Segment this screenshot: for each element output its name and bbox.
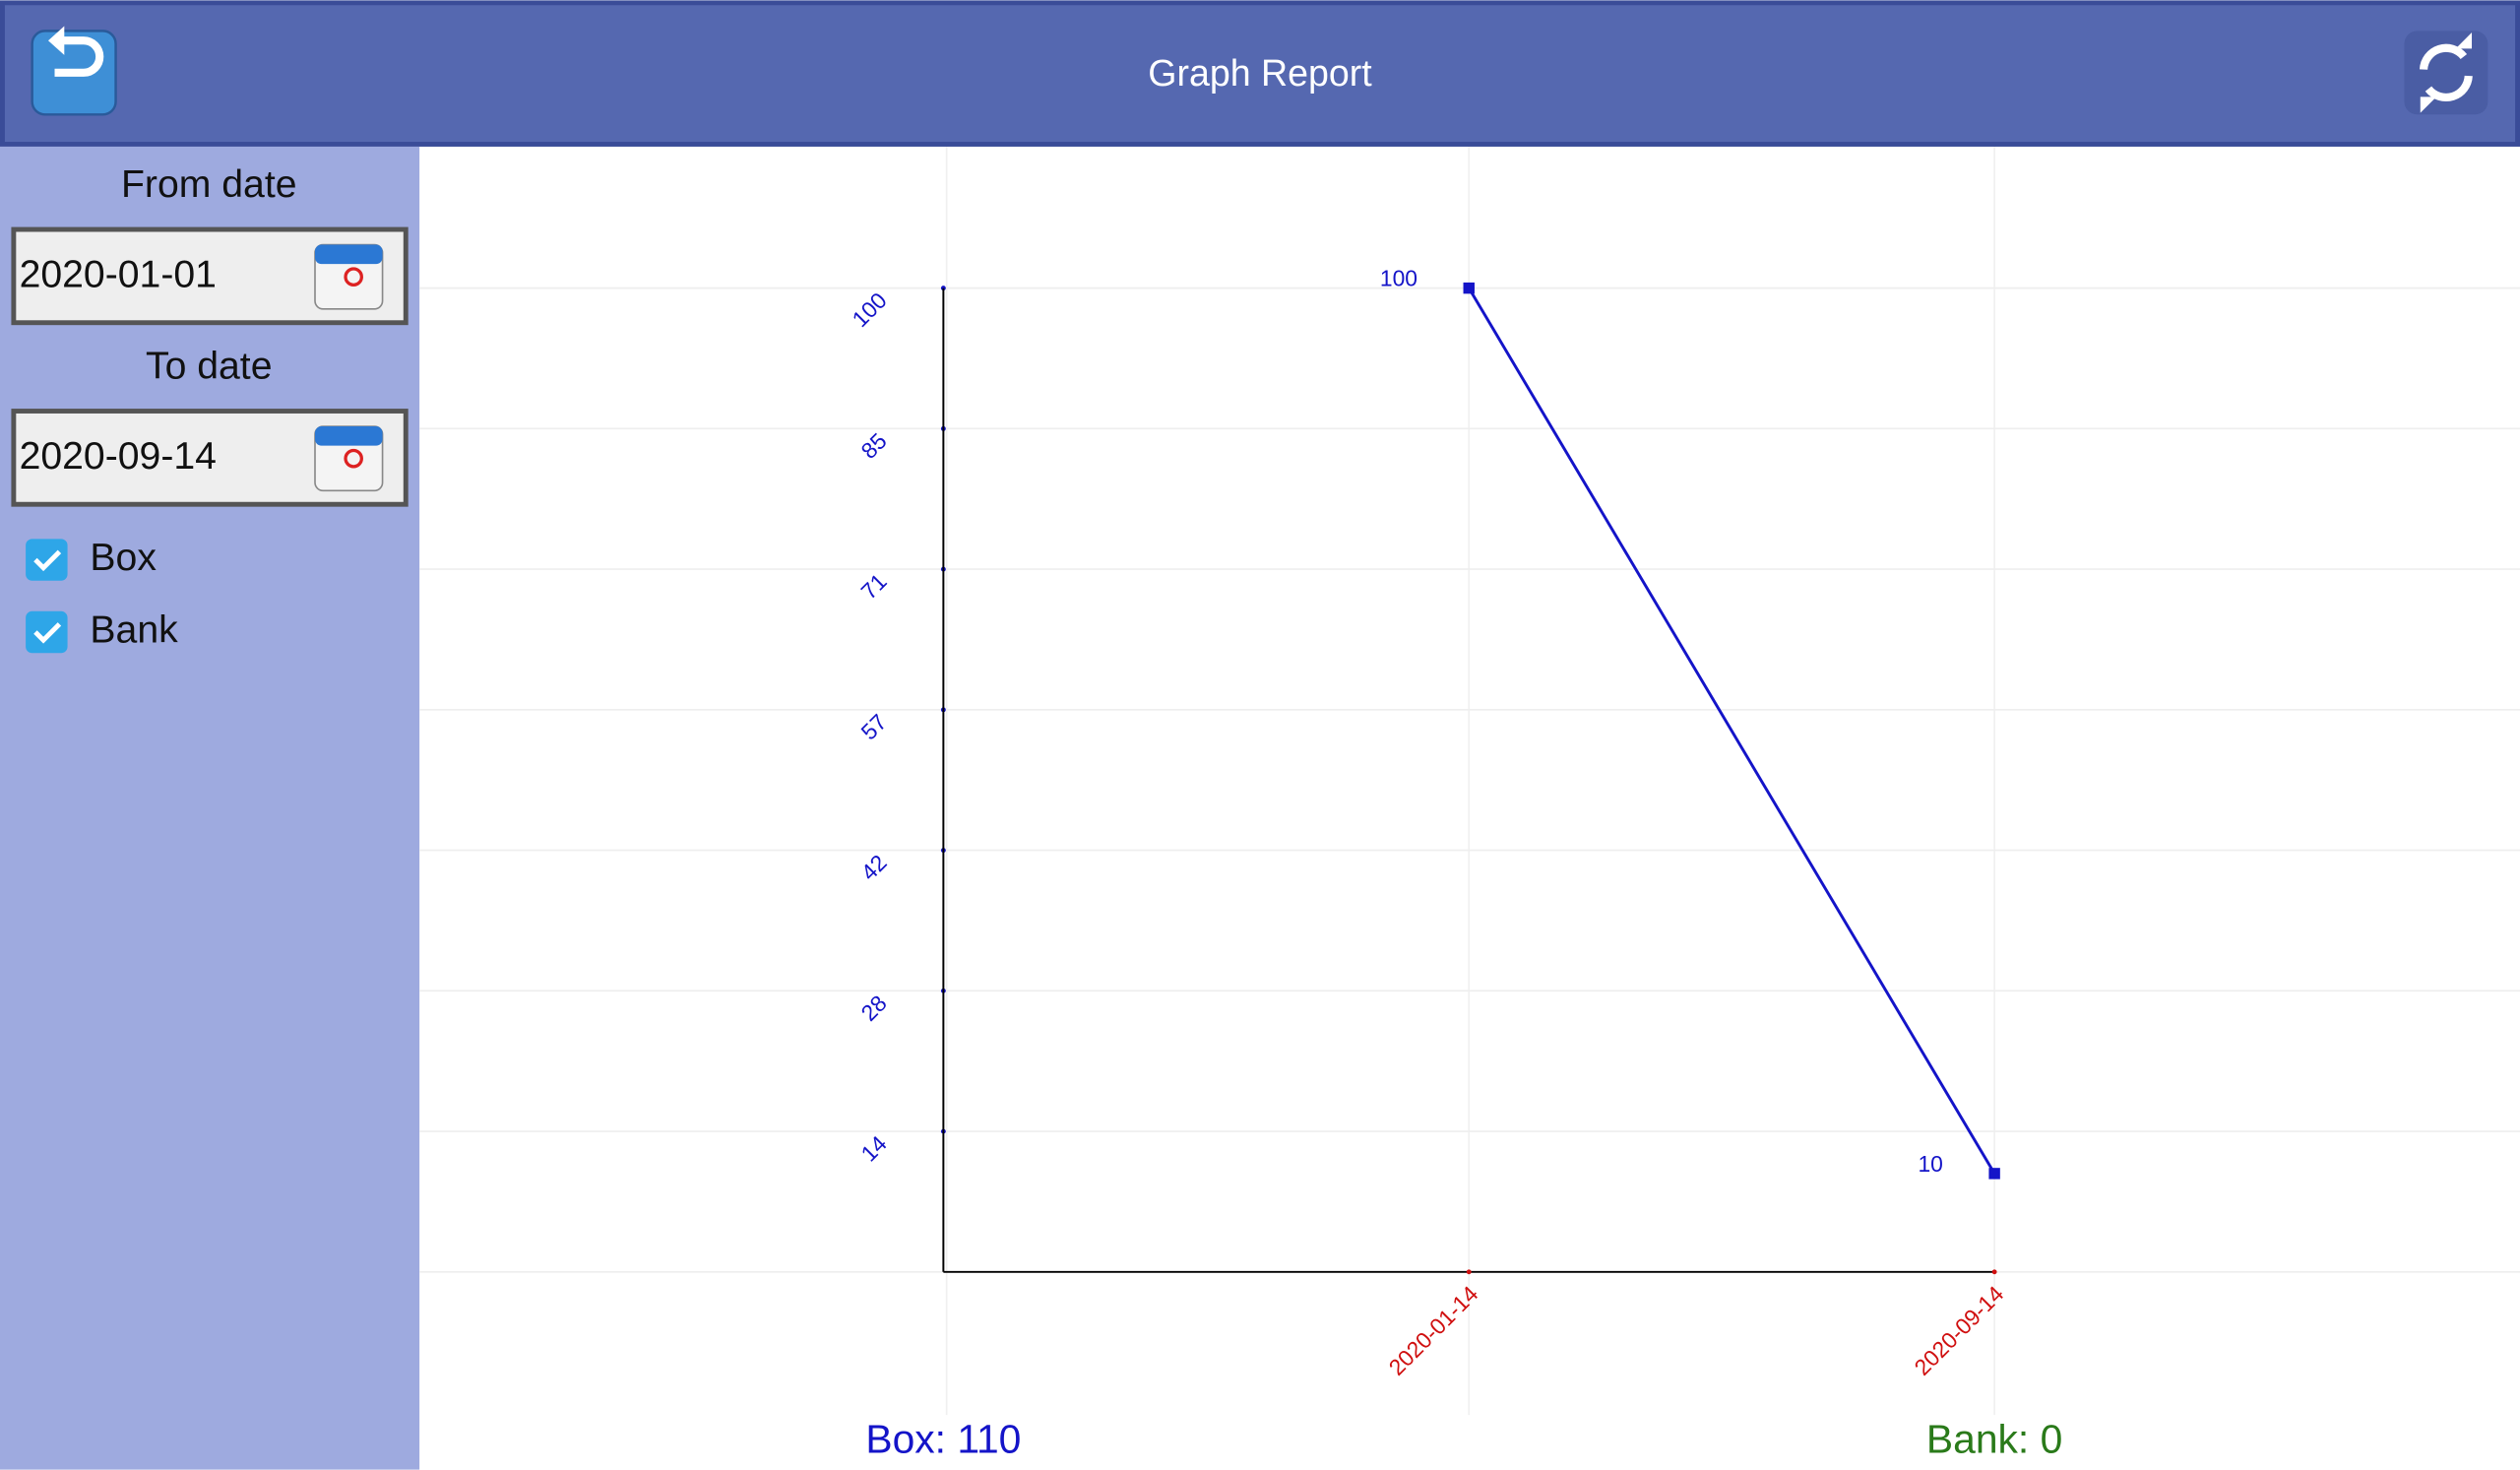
to-input[interactable]: 2020-09-14: [11, 409, 409, 507]
header-title: Graph Report: [1148, 52, 1372, 94]
header-bar: [0, 0, 2520, 147]
back-button[interactable]: [31, 26, 117, 116]
from-label: From date: [121, 163, 297, 206]
from-value: 2020-01-01: [20, 254, 217, 296]
checkmark: [33, 549, 62, 572]
x-tick-mark: [1466, 1269, 1472, 1275]
checkbox[interactable]: [26, 539, 68, 581]
data-label: 100: [1380, 265, 1418, 290]
checkbox-label: Box: [90, 537, 157, 579]
data-point: [1988, 1168, 2000, 1180]
to-label: To date: [146, 346, 272, 388]
refresh-button[interactable]: [2404, 31, 2488, 115]
x-tick-mark: [1991, 1269, 1997, 1275]
line-series: [1467, 287, 1996, 1175]
checkmark: [33, 622, 62, 644]
data-point: [1463, 282, 1475, 294]
from-input[interactable]: 2020-01-01: [11, 226, 409, 326]
checkbox-label: Bank: [90, 608, 178, 651]
checkbox[interactable]: [26, 610, 68, 654]
sidebar: [0, 146, 420, 1470]
bank-total: Bank: 0: [1926, 1417, 2062, 1462]
data-label: 10: [1918, 1151, 1942, 1177]
to-value: 2020-09-14: [20, 435, 217, 478]
box-total: Box: 110: [865, 1417, 1021, 1462]
